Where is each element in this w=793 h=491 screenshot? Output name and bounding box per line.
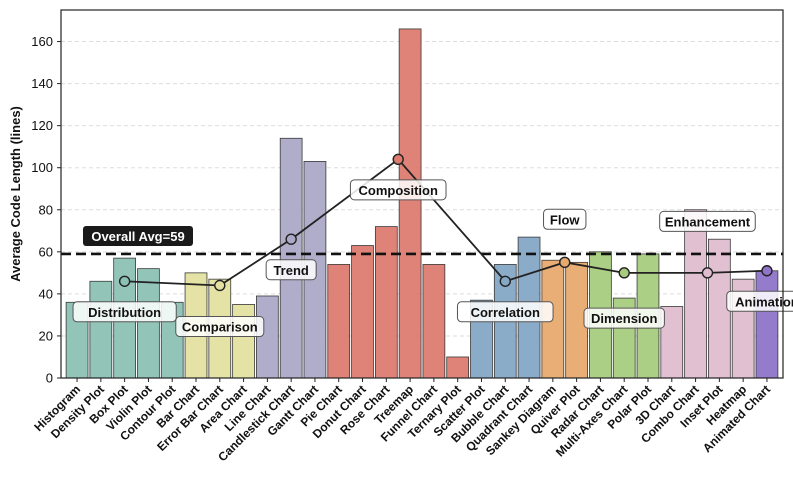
group-label-comparison: Comparison (182, 320, 258, 335)
group-label-box (659, 210, 756, 232)
group-labels: Distribution Comparison Trend Composition Co… (72, 179, 793, 338)
bar-area-chart (232, 303, 255, 379)
bar-combo-chart (684, 209, 707, 379)
group-label-dimension: Dimension (591, 311, 658, 326)
group-label-box (726, 290, 793, 312)
group-label-enhancement: Enhancement (665, 214, 751, 229)
bar-violin-plot (137, 268, 160, 379)
group-average-marker (118, 275, 131, 287)
plot-frame (60, 9, 784, 379)
bar-rose-chart (374, 226, 398, 379)
group-average-line (118, 153, 773, 292)
overall-average: Overall Avg=59 (61, 226, 783, 256)
bar-donut-chart (351, 245, 374, 379)
group-average-marker (761, 265, 773, 277)
y-tick-label: 40 (39, 286, 53, 301)
bar-density-plot (89, 280, 113, 379)
y-axis-title: Average Code Length (lines) (8, 106, 23, 282)
grid-lines (61, 41, 783, 337)
group-average-marker (618, 267, 630, 279)
group-label-composition: Composition (358, 183, 437, 198)
group-label-box (265, 259, 317, 281)
y-tick-label: 160 (31, 34, 53, 49)
group-label-box (543, 208, 587, 230)
group-label-animation: Animation (735, 294, 793, 309)
group-average-marker (701, 267, 714, 279)
bar-funnel-chart (422, 264, 446, 379)
y-tick-label: 100 (31, 160, 53, 175)
bar-pie-chart (327, 264, 351, 379)
y-tick-label: 120 (31, 118, 53, 133)
y-tick-label: 60 (39, 244, 53, 259)
group-average-marker (392, 153, 404, 166)
group-label-box (456, 301, 554, 323)
bar-candlestick-chart (279, 137, 303, 379)
group-average-marker (214, 279, 226, 292)
y-tick-label: 0 (46, 371, 53, 386)
y-tick-label: 20 (39, 328, 53, 343)
overall-average-label: Overall Avg=59 (91, 229, 184, 244)
group-label-box (72, 301, 177, 323)
group-label-box (583, 307, 665, 329)
overall-average-badge (83, 226, 193, 246)
group-average-marker (559, 256, 571, 269)
group-average-marker (285, 233, 297, 245)
bar-treemap (398, 28, 422, 379)
group-label-box (175, 316, 265, 338)
group-label-trend: Trend (273, 263, 308, 278)
group-label-correlation: Correlation (471, 305, 540, 320)
group-average-marker (499, 275, 511, 287)
group-label-flow: Flow (550, 212, 580, 227)
y-tick-label: 140 (31, 76, 53, 91)
bar-ternary-plot (446, 356, 470, 379)
group-label-box (349, 179, 447, 201)
group-label-distribution: Distribution (88, 305, 161, 320)
y-tick-label: 80 (39, 202, 53, 217)
bar-animated-chart (755, 270, 779, 379)
bars (65, 28, 779, 379)
